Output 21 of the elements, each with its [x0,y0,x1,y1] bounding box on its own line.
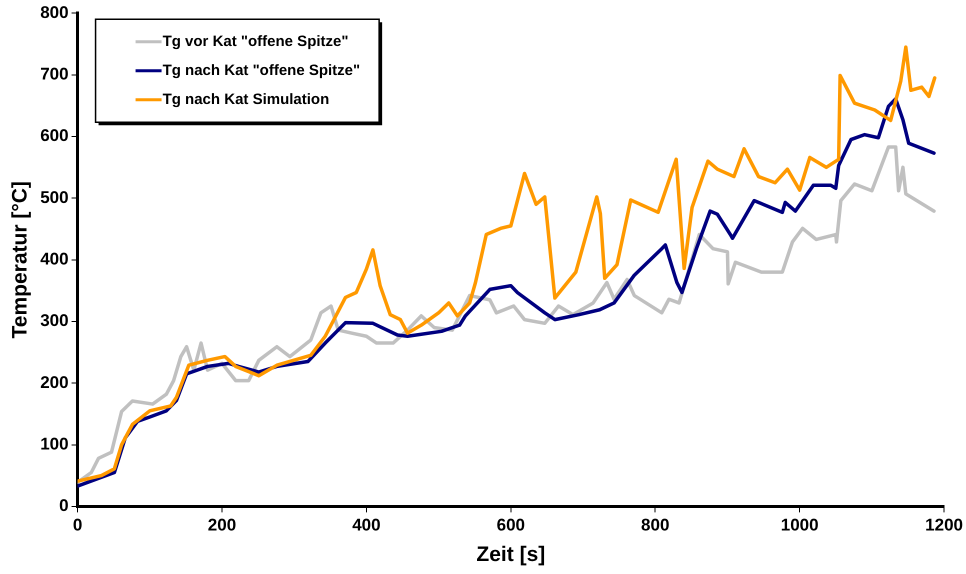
y-tick-label: 700 [40,64,69,84]
y-tick-label: 200 [40,372,69,392]
y-tick-label: 600 [40,126,69,146]
y-tick-label: 800 [40,2,69,22]
x-tick-label: 0 [72,515,82,534]
y-tick-label: 300 [40,311,69,330]
x-tick-label: 200 [208,515,236,534]
x-tick-label: 600 [496,515,526,534]
x-tick-label: 800 [641,515,670,534]
x-axis-title: Zeit [s] [476,543,546,566]
x-tick-label: 1200 [925,515,964,534]
y-tick-label: 100 [40,434,69,454]
y-tick-label: 500 [40,188,69,207]
legend-label: Tg vor Kat "offene Spitze" [162,32,348,50]
y-tick-label: 400 [40,249,69,268]
x-tick-label: 400 [352,515,381,534]
legend-label: Tg nach Kat Simulation [162,90,330,108]
legend-label: Tg nach Kat "offene Spitze" [162,62,360,79]
y-axis-title: Temperatur [°C] [8,181,32,338]
y-tick-label: 0 [59,496,69,516]
x-tick-label: 1000 [780,515,819,534]
